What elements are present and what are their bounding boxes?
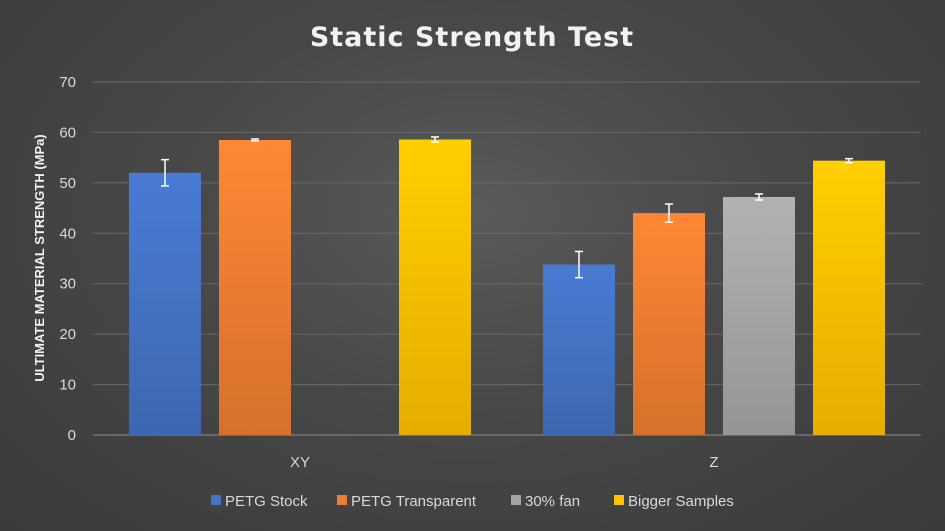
legend-item: PETG Stock xyxy=(211,493,308,510)
x-category-label: Z xyxy=(709,454,718,471)
bar-z-2 xyxy=(723,196,795,435)
legend-item: 30% fan xyxy=(511,493,580,510)
bar-z-3 xyxy=(813,160,885,435)
legend-swatch xyxy=(211,495,221,505)
legend-label: Bigger Samples xyxy=(628,493,734,510)
error-bar xyxy=(161,158,169,187)
y-tick-label: 20 xyxy=(59,326,76,343)
y-tick-label: 10 xyxy=(59,377,76,394)
legend-swatch xyxy=(614,495,624,505)
x-category-label: XY xyxy=(290,454,310,471)
y-tick-label: 60 xyxy=(59,124,76,141)
error-bars xyxy=(161,136,853,279)
bar-xy-1 xyxy=(219,139,291,435)
legend-label: 30% fan xyxy=(525,493,580,510)
x-axis-categories: XY Z xyxy=(290,454,719,471)
error-bar xyxy=(755,193,763,201)
y-tick-label: 70 xyxy=(59,74,76,91)
y-tick-label: 50 xyxy=(59,175,76,192)
legend: PETG Stock PETG Transparent 30% fan Bigger … xyxy=(211,493,734,510)
legend-swatch xyxy=(511,495,521,505)
legend-label: PETG Transparent xyxy=(351,493,477,510)
y-axis-label: ULTIMATE MATERIAL STRENGTH (MPa) xyxy=(32,134,47,381)
y-axis-ticks: 0 10 20 30 40 50 60 70 xyxy=(59,74,76,444)
error-bar xyxy=(431,136,439,143)
y-tick-label: 30 xyxy=(59,276,76,293)
bars xyxy=(129,139,885,435)
bar-xy-0 xyxy=(129,172,201,435)
legend-swatch xyxy=(337,495,347,505)
y-tick-label: 0 xyxy=(68,427,76,444)
legend-item: Bigger Samples xyxy=(614,493,734,510)
legend-label: PETG Stock xyxy=(225,493,308,510)
bar-z-1 xyxy=(633,213,705,435)
y-tick-label: 40 xyxy=(59,225,76,242)
chart-title: Static Strength Test xyxy=(310,22,634,53)
error-bar xyxy=(665,203,673,223)
error-bar xyxy=(251,138,259,142)
legend-item: PETG Transparent xyxy=(337,493,477,510)
gridlines xyxy=(93,81,921,436)
bar-xy-3 xyxy=(399,139,471,435)
error-bar xyxy=(575,250,583,279)
bar-z-0 xyxy=(543,264,615,435)
error-bar xyxy=(845,157,853,164)
